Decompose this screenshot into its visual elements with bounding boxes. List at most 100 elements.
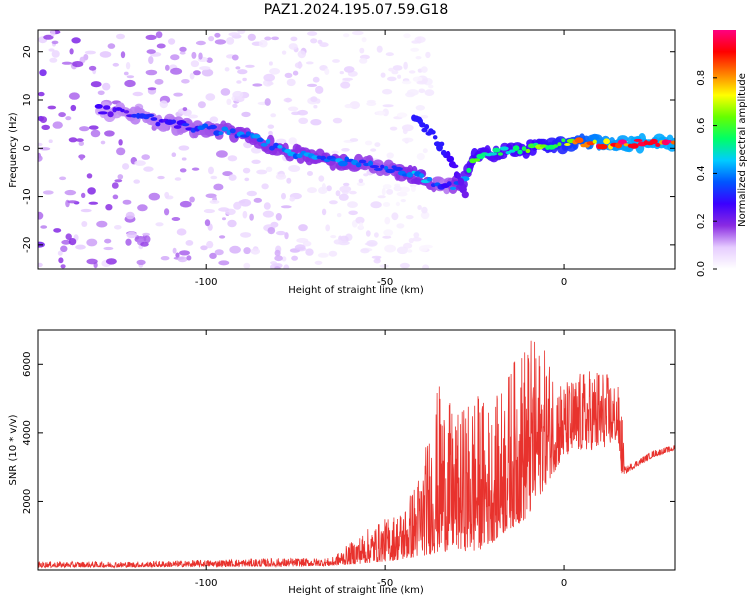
ridge-core-mark: [380, 164, 385, 169]
heatmap-noise-mark: [307, 171, 313, 176]
heatmap-noise-mark: [59, 176, 67, 181]
spectrogram-frame: [37, 29, 676, 270]
heatmap-noise-mark: [422, 148, 428, 154]
heatmap-noise-mark: [80, 208, 92, 213]
ridge-core-mark: [94, 104, 103, 109]
heatmap-noise-mark: [425, 51, 431, 59]
ridge-core-mark: [446, 181, 452, 187]
heatmap-noise-mark: [342, 77, 353, 81]
ridge-core-mark: [252, 134, 261, 139]
ridge-core-mark: [103, 105, 111, 110]
ridge-core-mark: [245, 131, 251, 136]
heatmap-noise-mark: [326, 185, 332, 192]
heatmap-noise-mark: [310, 119, 322, 126]
heatmap-noise-mark: [360, 248, 370, 254]
heatmap-noise-mark: [410, 47, 420, 52]
heatmap-noise-mark: [341, 148, 350, 152]
heatmap-noise-mark: [67, 200, 78, 204]
heatmap-noise-mark: [229, 245, 241, 254]
heatmap-noise-mark: [75, 138, 84, 142]
ridge-core-mark: [497, 152, 503, 156]
ridge-core-mark: [466, 167, 472, 173]
heatmap-noise-mark: [116, 33, 125, 40]
heatmap-noise-mark: [179, 168, 187, 173]
heatmap-noise-mark: [274, 255, 283, 262]
heatmap-noise-mark: [238, 200, 246, 204]
heatmap-noise-mark: [160, 256, 170, 261]
heatmap-noise-mark: [270, 113, 277, 118]
heatmap-noise-mark: [120, 51, 126, 59]
heatmap-noise-mark: [376, 45, 383, 53]
heatmap-noise-mark: [412, 237, 422, 242]
ridge-core-mark: [603, 138, 610, 145]
heatmap-noise-mark: [244, 177, 250, 182]
heatmap-noise-mark: [370, 148, 377, 152]
heatmap-noise-mark: [335, 190, 341, 197]
colorbar: 0.0 0.2 0.4 0.6 0.8 Normalized spectral ampl…: [696, 30, 748, 277]
heatmap-noise-mark: [382, 202, 391, 207]
heatmap-noise-mark: [51, 50, 60, 58]
heatmap-noise-mark: [226, 37, 235, 45]
heatmap-noise-mark: [267, 227, 276, 235]
heatmap-noise-mark: [146, 49, 156, 54]
snr-panel: -100 -50 0 2000 4000 6000 Height of straight …: [8, 329, 676, 596]
heatmap-noise-mark: [228, 174, 237, 181]
heatmap-noise-mark: [38, 142, 43, 147]
heatmap-noise-mark: [64, 189, 77, 196]
snr-xtick-label: -50: [377, 578, 393, 589]
heatmap-noise-mark: [61, 61, 73, 65]
heatmap-noise-mark: [403, 61, 408, 70]
heatmap-noise-mark: [222, 217, 226, 221]
heatmap-noise-mark: [164, 208, 170, 216]
heatmap-noise-mark: [264, 98, 271, 106]
heatmap-noise-mark: [275, 213, 282, 221]
ridge-core-mark: [209, 124, 217, 130]
heatmap-noise-mark: [200, 245, 208, 251]
heatmap-noise-mark: [57, 250, 63, 256]
heatmap-noise-mark: [231, 54, 239, 61]
heatmap-noise-mark: [143, 235, 151, 244]
heatmap-noise-mark: [288, 137, 298, 145]
heatmap-noise-mark: [283, 97, 293, 103]
heatmap-noise-mark: [96, 220, 108, 228]
heatmap-noise-mark: [383, 229, 394, 237]
heatmap-noise-mark: [209, 116, 219, 123]
heatmap-noise-mark: [193, 70, 201, 76]
heatmap-noise-mark: [70, 104, 77, 112]
ridge-core-mark: [202, 123, 209, 128]
heatmap-noise-mark: [137, 204, 148, 212]
ridge-core-mark: [597, 144, 608, 150]
heatmap-noise-mark: [411, 40, 420, 44]
branch-mark: [419, 122, 426, 128]
ridge-core-mark: [512, 145, 520, 151]
heatmap-noise-mark: [412, 76, 423, 82]
heatmap-noise-mark: [100, 140, 106, 145]
heatmap-noise-mark: [181, 79, 190, 84]
heatmap-noise-mark: [421, 206, 428, 214]
heatmap-noise-mark: [348, 210, 358, 216]
heatmap-noise-mark: [396, 191, 408, 197]
heatmap-noise-mark: [355, 216, 365, 224]
ridge-core-mark: [369, 165, 380, 169]
ridge-core-mark: [617, 139, 627, 145]
heatmap-noise-mark: [264, 36, 272, 41]
ridge-core-mark: [229, 128, 236, 134]
heatmap-noise-mark: [392, 65, 403, 71]
heatmap-noise-mark: [172, 247, 177, 254]
heatmap-noise-mark: [132, 91, 144, 97]
heatmap-noise-mark: [145, 34, 157, 41]
heatmap-noise-mark: [318, 175, 325, 182]
heatmap-noise-mark: [339, 185, 352, 193]
heatmap-noise-mark: [366, 240, 378, 247]
ridge-core-mark: [525, 148, 531, 154]
heatmap-noise-mark: [47, 105, 57, 110]
heatmap-noise-mark: [216, 150, 228, 158]
heatmap-noise-mark: [294, 244, 306, 251]
ridge-core-mark: [338, 160, 348, 167]
heatmap-noise-mark: [314, 260, 323, 265]
heatmap-noise-mark: [269, 68, 281, 75]
branch-mark: [430, 130, 436, 135]
heatmap-noise-mark: [407, 89, 419, 96]
